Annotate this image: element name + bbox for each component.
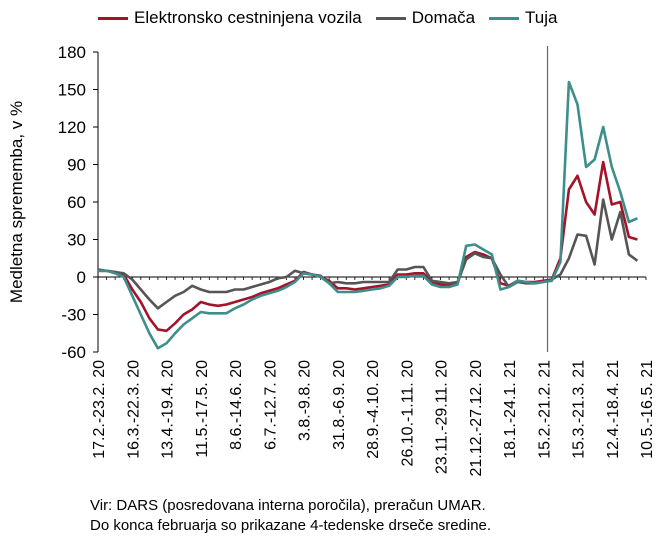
x-tick-label: 23.11.-29.11. 20 (434, 360, 451, 474)
x-tick-label: 13.4.-19.4. 20 (160, 360, 177, 459)
x-tick-label: 10.5.-16.5. 21 (639, 360, 656, 459)
legend-item-domaca: Domača (375, 8, 476, 28)
y-tick-label: 60 (67, 193, 86, 212)
legend-label-elektronsko: Elektronsko cestninjena vozila (134, 8, 362, 27)
legend-swatch-elektronsko (98, 16, 128, 20)
x-tick-label: 15.2.-21.2. 21 (536, 360, 553, 459)
series-line-3 (98, 80, 638, 350)
x-tick-label: 21.12.-27.12. 20 (468, 360, 485, 477)
source-line-1: Vir: DARS (posredovana interna poročila)… (90, 497, 486, 514)
x-tick-label: 15.3.-21.3. 21 (571, 360, 588, 459)
legend: Elektronsko cestninjena vozila Domača Tu… (98, 8, 558, 28)
legend-label-domaca: Domača (411, 8, 476, 27)
x-tick-label: 11.5.-17.5. 20 (194, 360, 211, 458)
x-tick-label: 12.4.-18.4. 21 (605, 360, 622, 459)
y-axis-title: Medletna sprememba, v % (7, 101, 26, 303)
x-tick-label: 6.7.-12.7. 20 (262, 360, 279, 450)
x-tick-label: 16.3.-22.3. 20 (125, 360, 142, 459)
x-tick-label: 17.2.-23.2. 20 (91, 360, 108, 459)
y-tick-label: 150 (58, 81, 86, 100)
source-note: Vir: DARS (posredovana interna poročila)… (90, 496, 491, 536)
x-tick-label: 26.10.-1.11. 20 (399, 360, 416, 467)
y-tick-label: 30 (67, 231, 86, 250)
y-tick-label: 0 (77, 268, 86, 287)
series-line-1 (98, 160, 638, 333)
series-line-2 (97, 198, 639, 310)
y-tick-label: 90 (67, 156, 86, 175)
y-tick-label: 120 (58, 118, 86, 137)
x-tick-label: 18.1.-24.1. 21 (502, 360, 519, 459)
legend-swatch-domaca (375, 16, 406, 20)
legend-item-tuja: Tuja (489, 8, 558, 28)
x-tick-label: 3.8.-9.8. 20 (297, 360, 314, 441)
x-tick-label: 8.6.-14.6. 20 (228, 360, 245, 450)
legend-label-tuja: Tuja (525, 8, 558, 27)
y-tick-label: 180 (58, 43, 86, 62)
legend-item-elektronsko: Elektronsko cestninjena vozila (98, 8, 362, 28)
x-tick-label: 28.9.-4.10. 20 (365, 360, 382, 459)
source-line-2: Do konca februarja so prikazane 4-tedens… (90, 517, 492, 534)
x-tick-label: 31.8.-6.9. 20 (331, 360, 348, 450)
y-tick-label: -60 (61, 343, 86, 362)
legend-swatch-tuja (489, 16, 520, 20)
y-tick-label: -30 (61, 306, 86, 325)
